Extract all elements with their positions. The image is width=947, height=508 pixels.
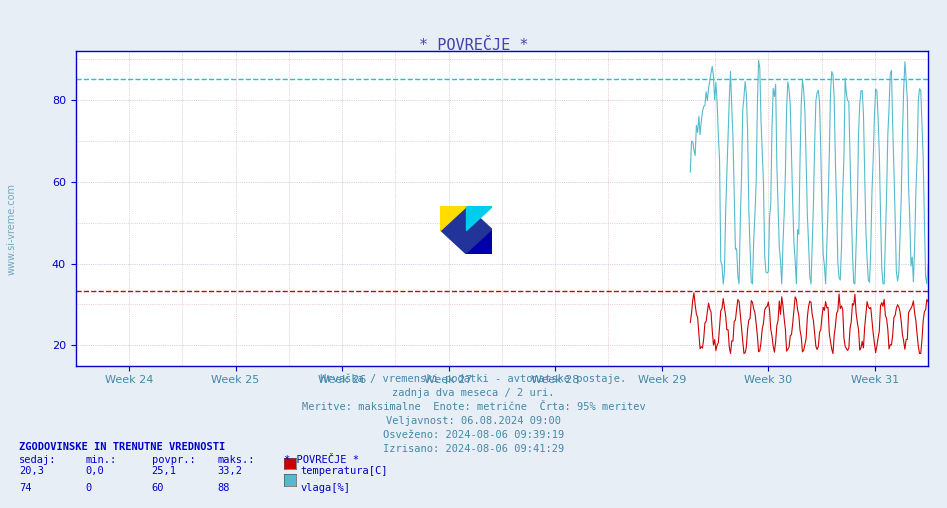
Text: 60: 60: [152, 483, 164, 493]
Polygon shape: [466, 206, 492, 230]
Text: Meritve: maksimalne  Enote: metrične  Črta: 95% meritev: Meritve: maksimalne Enote: metrične Črta…: [302, 402, 645, 412]
Polygon shape: [466, 230, 492, 254]
Text: 74: 74: [19, 483, 31, 493]
Text: temperatura[C]: temperatura[C]: [300, 466, 387, 477]
Text: Hrvaška / vremenski podatki - avtomatske postaje.: Hrvaška / vremenski podatki - avtomatske…: [320, 373, 627, 384]
Text: povpr.:: povpr.:: [152, 455, 195, 465]
Text: vlaga[%]: vlaga[%]: [300, 483, 350, 493]
Text: sedaj:: sedaj:: [19, 455, 57, 465]
Text: 0: 0: [85, 483, 92, 493]
Polygon shape: [440, 206, 492, 254]
Polygon shape: [440, 206, 466, 230]
Text: ZGODOVINSKE IN TRENUTNE VREDNOSTI: ZGODOVINSKE IN TRENUTNE VREDNOSTI: [19, 442, 225, 452]
Text: 25,1: 25,1: [152, 466, 176, 477]
Text: 0,0: 0,0: [85, 466, 104, 477]
Text: 20,3: 20,3: [19, 466, 44, 477]
Text: www.si-vreme.com: www.si-vreme.com: [7, 182, 16, 275]
Text: * POVREČJE *: * POVREČJE *: [284, 455, 359, 465]
Text: * POVREČJE *: * POVREČJE *: [419, 38, 528, 53]
Text: Izrisano: 2024-08-06 09:41:29: Izrisano: 2024-08-06 09:41:29: [383, 444, 564, 455]
Text: Osveženo: 2024-08-06 09:39:19: Osveženo: 2024-08-06 09:39:19: [383, 430, 564, 440]
Text: 88: 88: [218, 483, 230, 493]
Text: maks.:: maks.:: [218, 455, 256, 465]
Text: zadnja dva meseca / 2 uri.: zadnja dva meseca / 2 uri.: [392, 388, 555, 398]
Text: min.:: min.:: [85, 455, 116, 465]
Text: Veljavnost: 06.08.2024 09:00: Veljavnost: 06.08.2024 09:00: [386, 416, 561, 426]
Text: 33,2: 33,2: [218, 466, 242, 477]
